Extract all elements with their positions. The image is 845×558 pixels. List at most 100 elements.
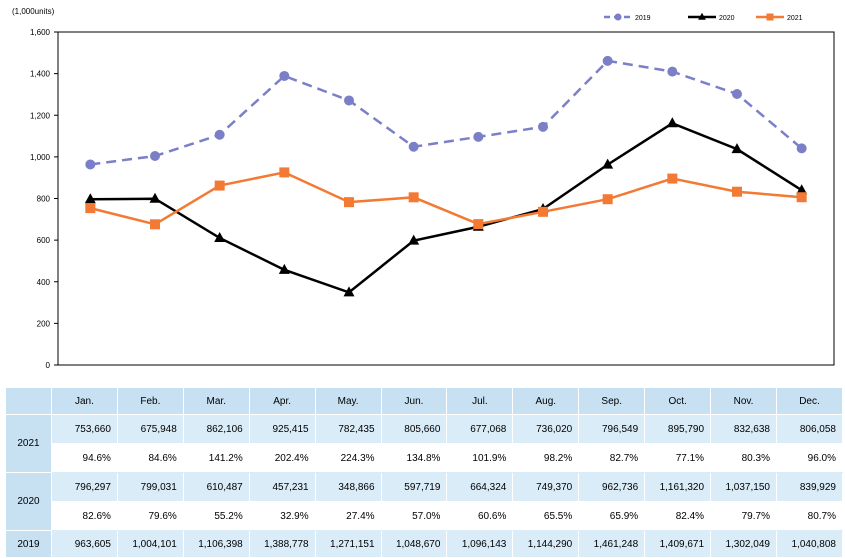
data-point	[732, 186, 742, 197]
data-point	[149, 192, 161, 203]
year-label: 2019	[5, 530, 52, 558]
units-cell: 796,549	[578, 414, 646, 444]
units-cell: 675,948	[116, 414, 184, 444]
month-header: Oct.	[644, 387, 712, 415]
legend-item: 2020	[688, 12, 735, 22]
units-cell: 806,058	[775, 414, 844, 444]
units-cell: 677,068	[446, 414, 514, 444]
data-point	[150, 151, 160, 162]
units-cell: 925,415	[248, 414, 316, 444]
y-tick-label: 400	[37, 278, 51, 287]
units-cell: 749,370	[512, 472, 580, 502]
data-point	[344, 197, 354, 208]
y-tick-label: 200	[37, 319, 51, 328]
percent-cell: 84.6%	[116, 443, 184, 473]
plot-area	[57, 31, 835, 366]
units-cell: 457,231	[248, 472, 316, 502]
month-header: Jun.	[380, 387, 448, 415]
percent-cell: 80.7%	[775, 501, 844, 531]
percent-cell: 65.5%	[512, 501, 580, 531]
percent-cell: 224.3%	[314, 443, 382, 473]
percent-cell: 141.2%	[182, 443, 250, 473]
units-cell: 1,461,248	[578, 530, 646, 558]
data-point	[731, 143, 743, 154]
units-cell: 799,031	[116, 472, 184, 502]
data-point	[279, 167, 290, 178]
percent-cell: 60.6%	[446, 501, 514, 531]
data-point	[538, 121, 548, 132]
data-point	[667, 66, 678, 77]
data-point	[732, 89, 742, 100]
units-cell: 782,435	[314, 414, 382, 444]
y-tick-label: 1,000	[30, 153, 51, 162]
units-cell: 1,106,398	[182, 530, 250, 558]
legend-label: 2019	[635, 15, 651, 22]
y-tick-label: 1,400	[30, 70, 51, 79]
data-point	[344, 95, 354, 106]
series-group	[84, 55, 808, 297]
month-header: Jan.	[51, 387, 118, 415]
units-cell: 1,144,290	[512, 530, 580, 558]
y-tick-label: 800	[37, 195, 51, 204]
table-row: 2020 796,297 799,031 610,487 457,231 348,866 5…	[5, 472, 844, 531]
units-cell: 1,302,049	[710, 530, 777, 558]
y-tick-label: 1,600	[30, 28, 51, 37]
data-point	[473, 219, 484, 230]
units-cell: 1,004,101	[116, 530, 184, 558]
legend-item: 2019	[604, 13, 651, 22]
header-corner	[5, 387, 52, 415]
unit-label: (1,000units)	[12, 7, 55, 16]
data-point	[85, 203, 96, 214]
units-cell: 839,929	[775, 472, 844, 502]
month-header: Mar.	[182, 387, 250, 415]
y-tick-label: 1,200	[30, 111, 51, 120]
units-cell: 832,638	[710, 414, 777, 444]
units-cell: 1,037,150	[710, 472, 777, 502]
table-header-row: Jan. Feb. Mar. Apr. May. Jun. Jul. Aug. Sep. Oct.…	[5, 387, 844, 415]
data-point	[602, 158, 614, 169]
month-header: Jul.	[446, 387, 514, 415]
month-header: Sep.	[578, 387, 646, 415]
percent-cell: 80.3%	[710, 443, 777, 473]
table-row: 2021 753,660 675,948 862,106 925,415 782,435 8…	[5, 414, 844, 473]
legend-label: 2021	[787, 15, 803, 22]
units-cell: 1,040,808	[775, 530, 844, 558]
legend-marker	[766, 13, 774, 21]
series-2019	[85, 55, 807, 170]
y-tick-label: 600	[37, 236, 51, 245]
data-point	[150, 219, 160, 230]
year-label: 2021	[5, 414, 52, 473]
units-cell: 805,660	[380, 414, 448, 444]
data-point	[602, 55, 613, 66]
y-axis: 0 200 400 600 800 1,000 1,200 1,400 1,600	[30, 28, 58, 370]
data-point	[408, 234, 420, 245]
percent-cell: 96.0%	[775, 443, 844, 473]
data-point	[84, 193, 96, 204]
data-point	[408, 192, 419, 203]
percent-cell: 79.6%	[116, 501, 184, 531]
units-cell: 1,388,778	[248, 530, 316, 558]
units-cell: 664,324	[446, 472, 514, 502]
month-header: Feb.	[116, 387, 184, 415]
units-cell: 1,271,151	[314, 530, 382, 558]
legend-item: 2021	[756, 13, 803, 22]
series-line	[90, 121, 803, 294]
legend-marker	[698, 12, 706, 20]
percent-cell: 27.4%	[314, 501, 382, 531]
units-cell: 348,866	[314, 472, 382, 502]
percent-cell: 134.8%	[380, 443, 448, 473]
data-point	[796, 143, 807, 154]
percent-cell: 82.6%	[51, 501, 118, 531]
percent-cell: 82.7%	[578, 443, 646, 473]
percent-cell: 79.7%	[710, 501, 777, 531]
percent-cell: 57.0%	[380, 501, 448, 531]
units-cell: 753,660	[51, 414, 118, 444]
units-cell: 1,161,320	[644, 472, 712, 502]
table-row: 82.6% 79.6% 55.2% 32.9% 27.4% 57.0% 60.6% 65.5%…	[6, 501, 844, 531]
percent-cell: 65.9%	[578, 501, 646, 531]
data-point	[667, 173, 678, 184]
percent-cell: 82.4%	[644, 501, 712, 531]
month-header: Aug.	[512, 387, 580, 415]
percent-cell: 55.2%	[182, 501, 250, 531]
year-label: 2020	[5, 472, 52, 531]
